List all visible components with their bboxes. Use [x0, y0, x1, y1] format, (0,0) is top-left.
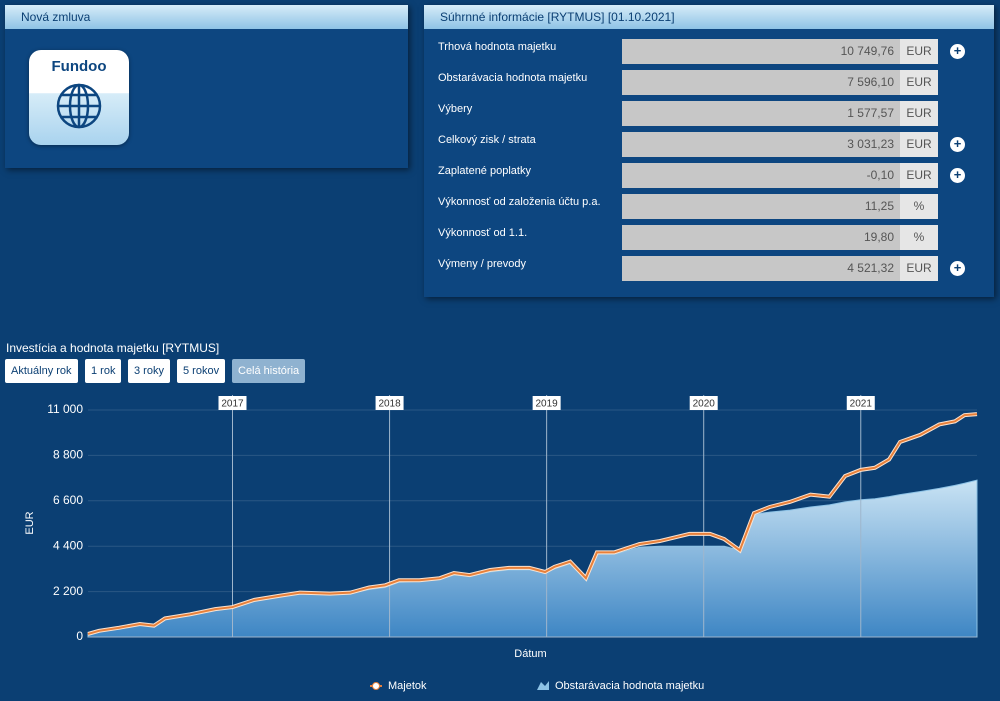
x-axis-label: Dátum [514, 648, 546, 660]
x-tick-label: 2021 [850, 399, 873, 410]
x-tick-box [846, 396, 875, 410]
row-value: -0,10 [622, 163, 900, 188]
x-tick-label: 2020 [693, 399, 716, 410]
panel-title: Súhrnné informácie [RYTMUS] [01.10.2021] [424, 5, 994, 29]
expand-button[interactable]: + [950, 168, 965, 183]
y-tick-label: 8 800 [53, 448, 83, 462]
chart: 0 2 200 4 400 6 600 8 800 11 000 2017 2018 2019 2… [24, 395, 978, 692]
x-tick-box [218, 396, 247, 410]
row-label: Trhová hodnota majetku [438, 41, 557, 53]
expand-button[interactable]: + [950, 261, 965, 276]
line [87, 413, 978, 635]
row-value: 3 031,23 [622, 132, 900, 157]
legend-label: Majetok [388, 680, 427, 692]
row-value: 19,80 [622, 225, 900, 250]
row-unit: EUR [900, 163, 938, 188]
new-contract-panel: Nová zmluva Fundoo [5, 5, 408, 168]
row-value: 10 749,76 [622, 39, 900, 64]
range-button[interactable]: Celá história [232, 359, 306, 383]
row-label: Výmeny / prevody [438, 258, 527, 270]
y-tick-label: 2 200 [53, 584, 83, 598]
expand-button[interactable]: + [950, 44, 965, 59]
legend-swatch [537, 681, 549, 690]
row-unit: % [900, 194, 938, 219]
row-unit: % [900, 225, 938, 250]
row-label: Výkonnosť od založenia účtu p.a. [438, 196, 601, 208]
row-value: 7 596,10 [622, 70, 900, 95]
row-label: Zaplatené poplatky [438, 165, 531, 177]
row-value: 1 577,57 [622, 101, 900, 126]
legend-marker [372, 682, 380, 690]
y-tick-label: 0 [76, 629, 83, 643]
row-unit: EUR [900, 256, 938, 281]
range-button[interactable]: Aktuálny rok [5, 359, 78, 383]
row-unit: EUR [900, 132, 938, 157]
x-tick-box [375, 396, 404, 410]
range-button[interactable]: 1 rok [85, 359, 122, 383]
x-tick-label: 2017 [221, 399, 244, 410]
row-unit: EUR [900, 70, 938, 95]
legend-label: Obstarávacia hodnota majetku [555, 680, 704, 692]
row-label: Celkový zisk / strata [438, 134, 536, 146]
area [87, 479, 978, 638]
range-button[interactable]: 5 rokov [177, 359, 226, 383]
row-unit: EUR [900, 101, 938, 126]
product-name: Fundoo [51, 58, 107, 75]
row-label: Výbery [438, 103, 473, 115]
y-tick-label: 4 400 [53, 538, 83, 552]
x-tick-label: 2018 [378, 399, 401, 410]
panel-title: Nová zmluva [5, 5, 408, 29]
y-tick-label: 6 600 [53, 493, 83, 507]
row-unit: EUR [900, 39, 938, 64]
chart-title: Investícia a hodnota majetku [RYTMUS] [6, 341, 220, 355]
x-tick-label: 2019 [536, 399, 559, 410]
product-icon[interactable]: Fundoo [29, 50, 129, 145]
row-label: Obstarávacia hodnota majetku [438, 72, 588, 84]
y-tick-label: 11 000 [47, 402, 83, 416]
row-value: 4 521,32 [622, 256, 900, 281]
globe-icon [56, 83, 102, 129]
x-tick-box [532, 396, 561, 410]
row-label: Výkonnosť od 1.1. [438, 227, 528, 239]
summary-panel: Súhrnné informácie [RYTMUS] [01.10.2021]… [424, 5, 994, 297]
expand-button[interactable]: + [950, 137, 965, 152]
row-value: 11,25 [622, 194, 900, 219]
x-tick-box [689, 396, 718, 410]
y-axis-label: EUR [24, 511, 36, 534]
range-button[interactable]: 3 roky [128, 359, 170, 383]
